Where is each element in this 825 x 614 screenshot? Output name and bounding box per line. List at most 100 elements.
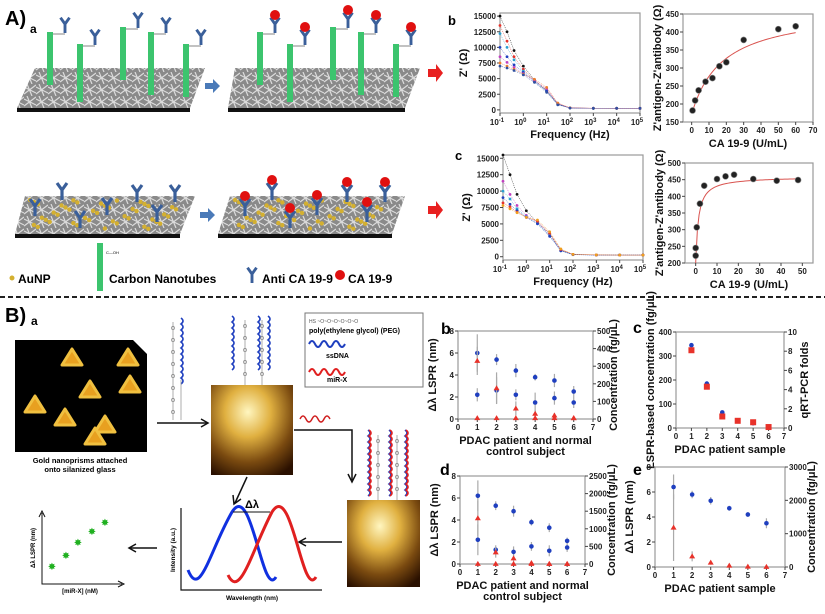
- y-tick-label: 100: [659, 400, 673, 409]
- data-point: [505, 60, 509, 64]
- y-tick-label: 0: [452, 560, 457, 569]
- y2-tick-label: 0: [789, 563, 794, 572]
- x-tick-label: 6: [766, 432, 771, 441]
- data-point: [570, 415, 577, 421]
- tick-exponent: 5: [643, 265, 647, 271]
- data-point: [501, 179, 505, 183]
- aunp: [71, 198, 76, 203]
- x-tick-label: 5: [746, 571, 751, 580]
- series-line: [502, 190, 643, 256]
- aunp: [276, 198, 281, 203]
- x-tick-label: 0: [653, 571, 658, 580]
- data-point: [792, 22, 799, 30]
- y-tick-label: 5000: [478, 75, 496, 84]
- data-point: [524, 209, 528, 213]
- y-tick-label: 2: [452, 538, 457, 547]
- data-point: [696, 200, 704, 207]
- y-tick-label: 10000: [474, 43, 497, 52]
- data-point: [744, 563, 751, 569]
- data-point: [493, 385, 500, 391]
- panel-b-label: B): [5, 305, 26, 327]
- data-point: [498, 64, 502, 68]
- x-tick-label: 103: [584, 118, 597, 127]
- carbon-nanotube: [358, 32, 364, 95]
- tick-exponent: 3: [596, 265, 600, 271]
- tick-base: 10: [564, 265, 573, 274]
- x-tick-label: 6: [571, 423, 576, 432]
- chart-a-b-right: 0 10 20 30 40 50 60 70 150 200 250 300 350 400 450 CA 1…: [652, 4, 818, 150]
- x-axis-label: Frequency (Hz): [530, 129, 610, 141]
- ssdna-strand: [266, 315, 271, 371]
- data-point: [719, 413, 726, 420]
- peg-oxygen: [171, 326, 175, 330]
- tick-exponent: 1: [546, 118, 550, 124]
- carbon-nanotube: [393, 44, 399, 97]
- aunp: [86, 217, 92, 223]
- antibody-icon: [73, 210, 87, 228]
- data-point: [552, 395, 557, 401]
- data-point: [515, 211, 519, 215]
- data-point: [505, 30, 509, 34]
- antigen-icon: [240, 191, 250, 201]
- peg-oxygen: [243, 348, 247, 352]
- carbon-nanotube: [77, 44, 83, 102]
- aunp: [236, 222, 242, 228]
- antibody-icon: [195, 28, 207, 45]
- x-tick-label: 3: [720, 432, 725, 441]
- x-tick-label: 5: [552, 423, 557, 432]
- y-tick-label: 300: [659, 352, 673, 361]
- aunp: [114, 198, 120, 203]
- antigen-icon: [300, 22, 310, 32]
- data-point: [688, 347, 695, 354]
- data-point: [564, 545, 570, 550]
- y-tick-label: 400: [659, 328, 673, 337]
- y-tick-label: 350: [668, 209, 682, 218]
- peg-ssdna-strands: [171, 315, 409, 500]
- x-tick-label: 30: [755, 267, 764, 276]
- cnt-electrode-surface: [17, 68, 205, 108]
- y-axis-label: Δλ LSPR (nm): [624, 480, 636, 554]
- data-point: [512, 55, 516, 59]
- panel-a-sub-b: b: [448, 13, 456, 28]
- data-point: [533, 77, 536, 81]
- tick-exponent: 5: [640, 118, 644, 124]
- y-axis-label: Z'antigen-Z'antibody (Ω): [652, 4, 664, 131]
- peg-oxygen: [171, 386, 175, 390]
- aunp: [110, 219, 116, 224]
- x-tick-label: 4: [533, 423, 538, 432]
- data-point: [559, 247, 563, 251]
- spectrum-xlabel: Wavelength (nm): [226, 595, 278, 602]
- antigen-icon: [267, 175, 277, 185]
- x-tick-label: 70: [809, 126, 818, 135]
- series-line: [502, 197, 643, 256]
- gold-nanoprism: [78, 379, 102, 399]
- cnt-electrode-surface-bound-edge: [228, 108, 405, 112]
- data-star: ✸: [101, 518, 109, 529]
- tick-base: 10: [608, 118, 617, 127]
- data-point: [545, 85, 549, 89]
- aunp: [359, 219, 364, 224]
- y2-tick-label: 1000: [789, 530, 807, 539]
- antibody-icon: [299, 28, 311, 45]
- aunp: [347, 201, 352, 207]
- legend-antibody: Anti CA 19-9: [262, 272, 333, 286]
- data-point: [571, 389, 577, 394]
- y-axis-label: Δλ LSPR (nm): [429, 483, 441, 557]
- antibody-icon: [360, 204, 374, 222]
- antibody-icon: [168, 184, 182, 202]
- y2-tick-label: 2: [788, 405, 793, 414]
- aunp: [47, 219, 52, 225]
- y-tick-label: 15000: [474, 12, 497, 21]
- y2-tick-label: 0: [788, 424, 793, 433]
- data-point: [513, 368, 519, 373]
- aunp: [165, 214, 171, 219]
- aunp: [351, 226, 356, 231]
- data-point: [671, 484, 676, 490]
- y-axis-label: Z' (Ω): [458, 48, 470, 77]
- x-tick-label: 0: [693, 267, 698, 276]
- y2-tick-label: 500: [597, 327, 611, 336]
- data-point: [692, 252, 699, 259]
- data-point: [713, 175, 721, 183]
- antibody-icon: [340, 184, 354, 202]
